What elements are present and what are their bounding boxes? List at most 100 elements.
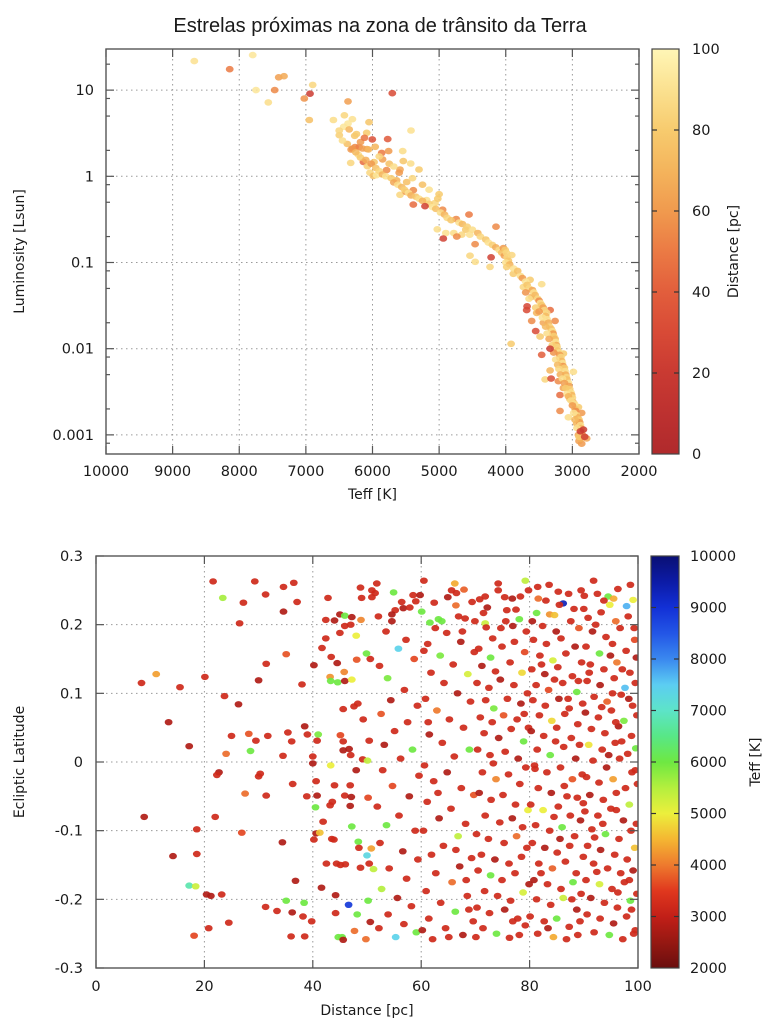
data-point — [555, 365, 563, 373]
data-point — [600, 666, 608, 673]
data-point — [140, 813, 149, 821]
data-points — [137, 577, 638, 943]
data-point — [308, 753, 317, 760]
data-point — [445, 716, 454, 723]
data-point — [629, 867, 637, 874]
data-point — [388, 618, 396, 625]
data-point — [382, 822, 391, 829]
data-point — [621, 684, 629, 691]
data-point — [371, 143, 380, 151]
x-axis-label: Distance [pc] — [320, 1003, 413, 1019]
data-point — [524, 806, 532, 814]
data-point — [524, 587, 533, 594]
data-point — [365, 860, 374, 867]
data-point — [579, 426, 588, 433]
data-point — [383, 675, 392, 682]
data-point — [419, 827, 428, 834]
data-point — [516, 593, 525, 600]
data-point — [565, 842, 574, 849]
data-point — [564, 414, 573, 421]
data-point — [502, 263, 511, 271]
data-point — [369, 865, 378, 873]
data-point — [623, 856, 632, 863]
data-point — [466, 698, 475, 705]
data-point — [552, 724, 561, 731]
data-point — [468, 226, 477, 233]
data-point — [561, 384, 570, 392]
data-point — [339, 738, 348, 745]
data-point — [597, 609, 605, 616]
data-point — [385, 865, 394, 872]
data-point — [291, 877, 300, 884]
data-point — [631, 679, 638, 687]
data-point — [545, 827, 554, 834]
data-point — [588, 628, 597, 635]
data-point — [459, 931, 467, 939]
data-point — [350, 927, 359, 935]
data-point — [164, 719, 173, 726]
data-point — [539, 806, 547, 814]
data-point — [405, 793, 414, 800]
data-point — [536, 333, 544, 340]
data-point — [554, 803, 563, 810]
data-point — [633, 712, 638, 719]
data-point — [354, 838, 363, 845]
y-tick-label: -0.2 — [55, 892, 83, 908]
data-point — [629, 596, 637, 604]
data-point — [497, 624, 505, 632]
data-point — [402, 636, 410, 643]
data-point — [593, 590, 602, 597]
data-point — [517, 853, 526, 860]
data-point — [388, 611, 396, 618]
data-point — [581, 709, 590, 716]
data-point — [441, 925, 450, 932]
data-point — [481, 697, 490, 704]
data-point — [375, 662, 384, 670]
data-point — [400, 686, 409, 694]
data-point — [496, 676, 505, 683]
data-point — [575, 741, 584, 748]
colorbar-tick-label: 2000 — [690, 961, 727, 977]
data-point — [377, 885, 386, 893]
data-point — [570, 605, 578, 613]
data-point — [618, 666, 627, 673]
data-point — [384, 911, 392, 918]
data-point — [552, 628, 561, 635]
data-point — [467, 854, 476, 862]
data-point — [550, 813, 558, 821]
data-point — [515, 780, 524, 788]
x-tick-label: 10000 — [83, 464, 129, 480]
data-point — [586, 894, 595, 902]
data-point — [501, 748, 510, 755]
colorbar-tick-label: 9000 — [690, 601, 727, 617]
data-point — [382, 628, 390, 635]
data-point — [376, 839, 384, 847]
data-point — [324, 594, 332, 602]
data-point — [534, 595, 543, 602]
data-point — [339, 747, 348, 754]
colorbar: 100 80 60 40 20 0 Distance [pc] — [651, 42, 742, 463]
data-point — [600, 899, 609, 906]
data-point — [507, 340, 515, 348]
data-point — [465, 746, 474, 753]
data-point — [440, 679, 448, 687]
data-point — [486, 654, 495, 661]
colorbar-tick-label: 8000 — [690, 652, 727, 668]
data-point — [608, 885, 616, 893]
data-point — [250, 578, 259, 585]
data-point — [261, 903, 270, 911]
data-point — [346, 782, 355, 789]
data-point — [618, 936, 627, 943]
data-point — [582, 876, 590, 884]
colorbar-tick-label: 60 — [692, 204, 710, 220]
data-point — [395, 812, 403, 819]
y-tick-label: -0.3 — [55, 961, 83, 977]
data-point — [312, 778, 320, 785]
data-point — [537, 870, 545, 877]
data-point — [356, 584, 365, 591]
data-point — [535, 712, 544, 719]
data-point — [433, 195, 442, 202]
data-point — [340, 677, 349, 685]
data-point — [270, 86, 279, 94]
